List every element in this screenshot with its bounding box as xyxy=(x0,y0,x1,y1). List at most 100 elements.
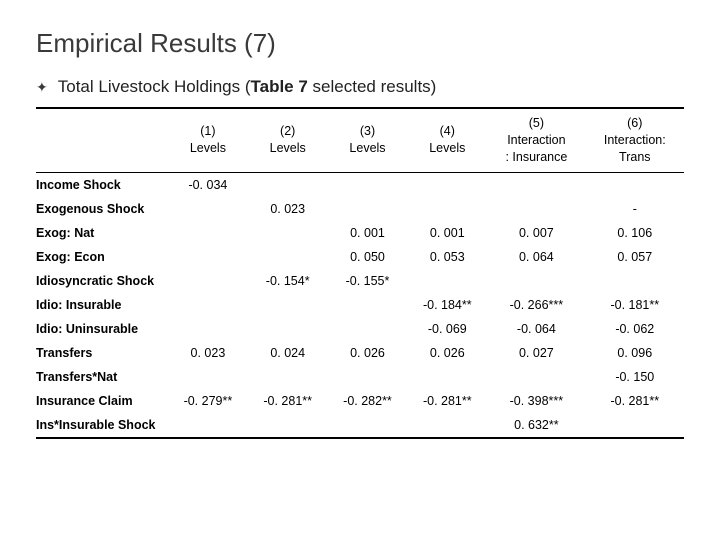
cell xyxy=(168,269,248,293)
cell: 0. 106 xyxy=(586,221,684,245)
cell: 0. 632** xyxy=(487,413,585,438)
cell xyxy=(487,365,585,389)
row-label: Idio: Uninsurable xyxy=(36,317,168,341)
cell: 0. 026 xyxy=(407,341,487,365)
cell: -0. 062 xyxy=(586,317,684,341)
cell xyxy=(248,317,328,341)
table-row: Idiosyncratic Shock-0. 154*-0. 155* xyxy=(36,269,684,293)
cell: 0. 027 xyxy=(487,341,585,365)
subtitle-prefix: Total Livestock Holdings ( xyxy=(58,77,251,96)
table-row: Exog: Econ 0. 0500. 0530. 0640. 057 xyxy=(36,245,684,269)
cell: 0. 023 xyxy=(248,197,328,221)
cell xyxy=(586,269,684,293)
cell xyxy=(328,293,408,317)
cell: 0. 096 xyxy=(586,341,684,365)
cell xyxy=(407,365,487,389)
cell xyxy=(248,172,328,197)
col-num: (4) xyxy=(411,123,483,140)
cell: 0. 026 xyxy=(328,341,408,365)
cell: -0. 266*** xyxy=(487,293,585,317)
col-num: (5) xyxy=(491,115,581,132)
col-label: Levels xyxy=(252,140,324,157)
cell xyxy=(248,245,328,269)
page-title: Empirical Results (7) xyxy=(36,28,684,59)
cell xyxy=(407,413,487,438)
cell xyxy=(168,245,248,269)
col-num: (2) xyxy=(252,123,324,140)
cell xyxy=(328,197,408,221)
cell: -0. 150 xyxy=(586,365,684,389)
cell: 0. 053 xyxy=(407,245,487,269)
cell: -0. 069 xyxy=(407,317,487,341)
results-table: (1)Levels (2)Levels (3)Levels (4)Levels … xyxy=(36,107,684,439)
subtitle-suffix: selected results) xyxy=(308,77,437,96)
cell: -0. 184** xyxy=(407,293,487,317)
cell xyxy=(586,413,684,438)
table-row: Exog: Nat0. 0010. 0010. 0070. 106 xyxy=(36,221,684,245)
col-num: (1) xyxy=(172,123,244,140)
table-row: Insurance Claim-0. 279**-0. 281**-0. 282… xyxy=(36,389,684,413)
cell xyxy=(407,172,487,197)
cell: 0. 001 xyxy=(407,221,487,245)
row-label: Idio: Insurable xyxy=(36,293,168,317)
table-row: Idio: Insurable -0. 184**-0. 266***-0. 18… xyxy=(36,293,684,317)
cell: -0. 281** xyxy=(407,389,487,413)
cell: 0. 057 xyxy=(586,245,684,269)
bullet-icon: ✦ xyxy=(36,79,48,96)
cell xyxy=(487,269,585,293)
header-blank xyxy=(36,108,168,172)
col-label: Interaction:Trans xyxy=(590,132,680,166)
row-label: Exog: Nat xyxy=(36,221,168,245)
cell: 0. 064 xyxy=(487,245,585,269)
cell: -0. 398*** xyxy=(487,389,585,413)
cell: -0. 064 xyxy=(487,317,585,341)
col-label: Levels xyxy=(411,140,483,157)
cell xyxy=(328,317,408,341)
subtitle: Total Livestock Holdings (Table 7 select… xyxy=(58,77,437,97)
subtitle-bold: Table 7 xyxy=(251,77,308,96)
col-header: (6)Interaction:Trans xyxy=(586,108,684,172)
cell xyxy=(168,413,248,438)
cell: 0. 007 xyxy=(487,221,585,245)
cell xyxy=(407,269,487,293)
cell: -0. 181** xyxy=(586,293,684,317)
table-header: (1)Levels (2)Levels (3)Levels (4)Levels … xyxy=(36,108,684,172)
cell: 0. 001 xyxy=(328,221,408,245)
row-label: Transfers xyxy=(36,341,168,365)
cell xyxy=(328,413,408,438)
cell xyxy=(248,413,328,438)
col-label: Levels xyxy=(332,140,404,157)
cell xyxy=(168,293,248,317)
table-body: Income Shock-0. 034Exogenous Shock 0. 023… xyxy=(36,172,684,438)
col-header: (3)Levels xyxy=(328,108,408,172)
row-label: Exogenous Shock xyxy=(36,197,168,221)
row-label: Exog: Econ xyxy=(36,245,168,269)
cell xyxy=(168,221,248,245)
cell xyxy=(248,365,328,389)
col-header: (1)Levels xyxy=(168,108,248,172)
row-label: Insurance Claim xyxy=(36,389,168,413)
header-row: (1)Levels (2)Levels (3)Levels (4)Levels … xyxy=(36,108,684,172)
cell: 0. 024 xyxy=(248,341,328,365)
cell xyxy=(328,172,408,197)
cell xyxy=(487,197,585,221)
cell xyxy=(168,365,248,389)
cell xyxy=(168,197,248,221)
cell xyxy=(168,317,248,341)
cell xyxy=(328,365,408,389)
table-row: Ins*Insurable Shock0. 632** xyxy=(36,413,684,438)
cell xyxy=(248,293,328,317)
cell xyxy=(248,221,328,245)
col-label: Interaction: Insurance xyxy=(491,132,581,166)
cell: -0. 154* xyxy=(248,269,328,293)
cell: -0. 034 xyxy=(168,172,248,197)
cell xyxy=(487,172,585,197)
table-row: Income Shock-0. 034 xyxy=(36,172,684,197)
col-num: (6) xyxy=(590,115,680,132)
cell: 0. 050 xyxy=(328,245,408,269)
cell: 0. 023 xyxy=(168,341,248,365)
col-num: (3) xyxy=(332,123,404,140)
col-header: (4)Levels xyxy=(407,108,487,172)
cell: -0. 282** xyxy=(328,389,408,413)
table-row: Idio: Uninsurable -0. 069-0. 064-0. 062 xyxy=(36,317,684,341)
